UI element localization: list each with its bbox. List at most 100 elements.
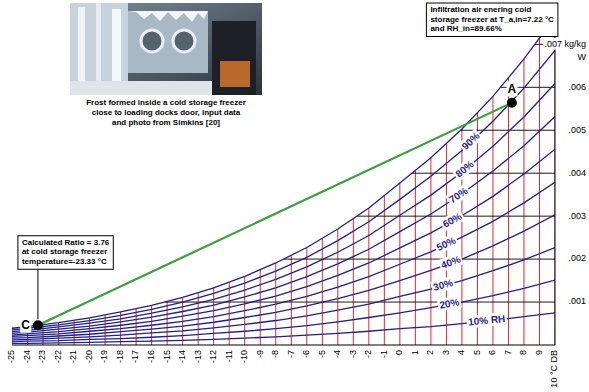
rh-label: 60%	[441, 210, 464, 229]
x-tick-label: -9	[255, 350, 265, 358]
x-tick-label: 1	[410, 350, 420, 355]
x-tick-label: -6	[301, 350, 311, 358]
x-tick-label-group: -2	[363, 350, 373, 358]
x-tick-label: -14	[177, 350, 187, 363]
x-tick-label: 9	[534, 350, 544, 355]
y-axis-title: W	[578, 52, 587, 62]
caption-line: and photo from Simkins [20]	[112, 118, 220, 127]
label-patch	[567, 81, 588, 93]
x-tick-label: -15	[162, 350, 172, 363]
photo-light	[220, 61, 250, 87]
x-tick-label: -19	[99, 350, 109, 363]
rh-curve	[12, 182, 555, 336]
label-patch	[567, 167, 588, 179]
rh-curve	[12, 50, 555, 330]
rh-label-group: 50%	[433, 233, 459, 254]
rh-label-group: 80%	[452, 157, 478, 181]
x-tick-label: -5	[317, 350, 327, 358]
x-tick-label: 3	[441, 350, 451, 355]
rh-label: 30%	[432, 277, 454, 293]
label-patch	[507, 81, 518, 96]
annotation-text: and RH_in=89.66%	[430, 24, 501, 33]
rh-curve	[12, 313, 555, 343]
rh-label-group: 90%	[458, 129, 483, 154]
photo-floor	[70, 81, 212, 95]
x-tick-label-group: -7	[286, 350, 296, 358]
label-patch	[438, 252, 464, 272]
annotation-text: at cold storage freezer	[22, 247, 107, 256]
label-patch	[567, 296, 588, 308]
x-tick-label-group: -1	[379, 350, 389, 358]
x-tick-label: 6	[487, 350, 497, 355]
x-tick-label: -2	[363, 350, 373, 358]
leader-line	[37, 269, 38, 319]
rh-label: 50%	[435, 234, 458, 253]
x-tick-label-group: -15	[162, 350, 172, 363]
rh-label-group: 10% RH	[466, 312, 507, 328]
y-tick-label: .005	[568, 125, 586, 135]
x-tick-label: 10 °C DB	[549, 350, 559, 388]
x-tick-label: -20	[84, 350, 94, 363]
rh-label: 10% RH	[468, 313, 506, 328]
point-label: C	[21, 318, 30, 332]
state-point	[33, 320, 43, 330]
x-tick-label: -4	[332, 350, 342, 358]
x-tick-labels: -25-24-23-22-21-20-19-18-17-16-15-14-13-…	[6, 350, 559, 388]
photo-frost	[112, 9, 121, 85]
y-axis-line	[555, 10, 556, 345]
x-tick-label: 4	[456, 350, 466, 355]
label-patch	[433, 233, 459, 254]
y-tick-label: .001	[568, 296, 586, 306]
x-tick-label-group: 7	[503, 350, 513, 355]
rh-curve	[12, 83, 555, 331]
x-tick-label: -7	[286, 350, 296, 358]
label-patch	[439, 209, 465, 231]
photo-frost	[78, 7, 85, 87]
x-tick-label: -3	[348, 350, 358, 358]
x-tick-label-group: -14	[177, 350, 187, 363]
caption-line: Frost formed inside a cold storage freez…	[86, 98, 246, 107]
x-tick-label-group: -19	[99, 350, 109, 363]
rh-label-group: 20%	[437, 295, 462, 311]
x-tick-label-group: -8	[270, 350, 280, 358]
x-tick-label-group: -3	[348, 350, 358, 358]
x-tick-label: -21	[68, 350, 78, 363]
x-tick-label: -18	[115, 350, 125, 363]
x-tick-label-group: -4	[332, 350, 342, 358]
label-patch	[452, 157, 478, 181]
chart: -25-24-23-22-21-20-19-18-17-16-15-14-13-…	[0, 0, 589, 392]
rh-label-group: 60%	[439, 209, 465, 231]
process-line	[38, 103, 512, 325]
x-tick-label-group: 6	[487, 350, 497, 355]
label-patch	[437, 295, 462, 311]
annotation-box	[18, 236, 113, 270]
y-tick-labels: .001.002.003.004.005.006.007 kg/kg	[543, 38, 588, 307]
x-tick-label-group: -5	[317, 350, 327, 358]
label-patch	[445, 183, 471, 206]
process	[33, 98, 517, 330]
x-tick-label: -11	[224, 350, 234, 362]
x-tick-label-group: -23	[37, 350, 47, 363]
rh-curve	[12, 117, 555, 334]
x-tick-label: -24	[22, 350, 32, 363]
rh-label: 80%	[453, 158, 476, 179]
x-tick-label-group: -22	[53, 350, 63, 363]
caption-line: close to loading docks door, input data	[92, 108, 241, 117]
x-tick-label-group: 10 °C DB	[549, 350, 559, 388]
x-tick-label: 8	[518, 350, 528, 355]
x-tick-label-group: -11	[224, 350, 234, 362]
y-tick-label: .007 kg/kg	[544, 39, 586, 49]
annotations: CACalculated Ratio = 3.76at cold storage…	[18, 3, 558, 333]
x-tick-label-group: 9	[534, 350, 544, 355]
rh-labels: 90%80%70%60%50%40%30%20%10% RH	[430, 129, 507, 329]
rh-label-group: 30%	[430, 276, 456, 294]
label-patch	[466, 312, 507, 328]
x-tick-label: -8	[270, 350, 280, 358]
x-tick-label: -13	[193, 350, 203, 363]
x-tick-label: 0	[394, 350, 404, 355]
photo-icicles	[128, 11, 208, 22]
annotation-text: storage freezer at T_a,in=7.22 °C	[430, 15, 554, 24]
rh-label-group: 40%	[438, 252, 464, 272]
x-tick-label-group: 3	[441, 350, 451, 355]
photo-caption: Frost formed inside a cold storage freez…	[86, 98, 246, 127]
